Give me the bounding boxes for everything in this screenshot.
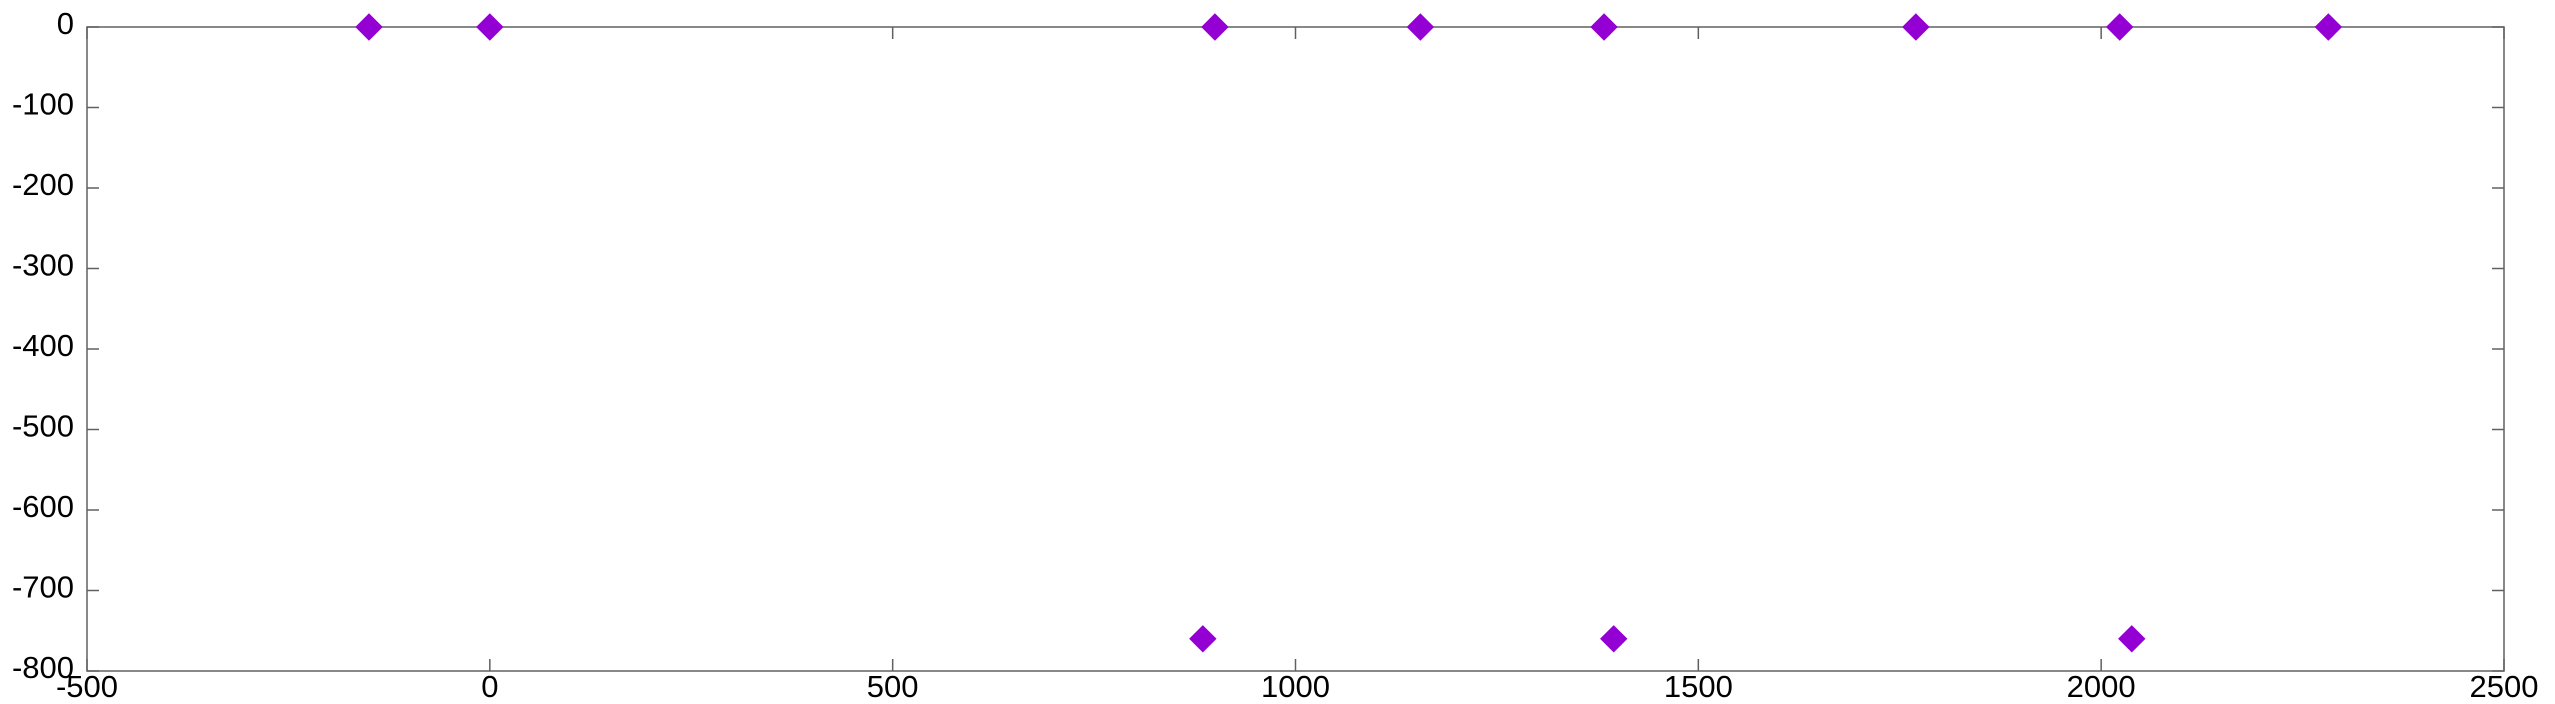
x-tick-label: 500 xyxy=(867,669,919,704)
data-point xyxy=(1601,626,1627,652)
y-tick-label: -100 xyxy=(12,87,74,122)
data-point xyxy=(1903,14,1929,40)
y-tick-label: -300 xyxy=(12,248,74,283)
data-point xyxy=(1190,626,1216,652)
axes xyxy=(87,27,2504,671)
plot-frame xyxy=(87,27,2504,671)
data-point xyxy=(1407,14,1433,40)
y-tick-label: -800 xyxy=(12,650,74,685)
y-tick-label: -500 xyxy=(12,409,74,444)
data-point xyxy=(356,14,382,40)
data-point xyxy=(1202,14,1228,40)
tick-labels: -500 0 500 1000 1500 2000 2500 0 -100 -200 -300 -40… xyxy=(12,6,2539,704)
ticks xyxy=(87,27,2504,671)
x-tick-label: 0 xyxy=(481,669,498,704)
data-point xyxy=(2107,14,2133,40)
y-tick-label: -700 xyxy=(12,570,74,605)
y-tick-label: 0 xyxy=(57,6,74,41)
data-points xyxy=(356,14,2341,652)
data-point xyxy=(1591,14,1617,40)
y-tick-label: -600 xyxy=(12,489,74,524)
data-point xyxy=(477,14,503,40)
x-tick-label: 1500 xyxy=(1664,669,1733,704)
x-tick-label: 1000 xyxy=(1261,669,1330,704)
data-point xyxy=(2119,626,2145,652)
data-point xyxy=(2315,14,2341,40)
y-tick-label: -200 xyxy=(12,167,74,202)
y-tick-label: -400 xyxy=(12,328,74,363)
x-tick-label: 2000 xyxy=(2067,669,2136,704)
x-tick-label: 2500 xyxy=(2470,669,2539,704)
